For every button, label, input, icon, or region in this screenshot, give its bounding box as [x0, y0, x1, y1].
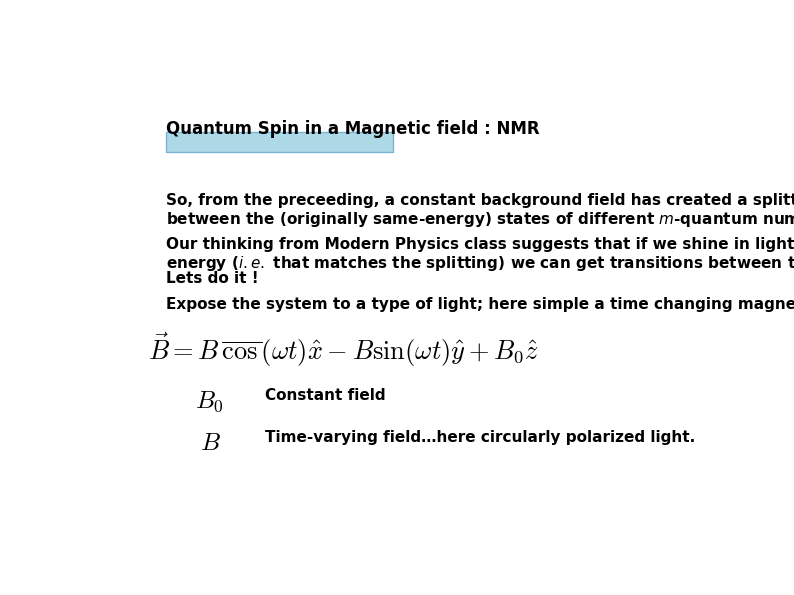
- Text: Constant field: Constant field: [265, 389, 386, 403]
- Text: $\vec{B} = B\,\overline{\cos}(\omega t)\hat{x} - B\sin(\omega t)\hat{y} + B_0\ha: $\vec{B} = B\,\overline{\cos}(\omega t)\…: [148, 330, 539, 368]
- Text: Lets do it !: Lets do it !: [166, 271, 258, 286]
- Text: So, from the preceeding, a constant background field has created a splitting: So, from the preceeding, a constant back…: [166, 193, 794, 208]
- Text: between the (originally same-energy) states of different $m$-quantum numbers: between the (originally same-energy) sta…: [166, 210, 794, 228]
- Text: Time-varying field…here circularly polarized light.: Time-varying field…here circularly polar…: [265, 430, 696, 444]
- FancyBboxPatch shape: [166, 132, 393, 152]
- Text: $B_0$: $B_0$: [195, 390, 224, 414]
- Text: Expose the system to a type of light; here simple a time changing magnetic field: Expose the system to a type of light; he…: [166, 297, 794, 312]
- Text: $B$: $B$: [199, 431, 221, 455]
- Text: Our thinking from Modern Physics class suggests that if we shine in light of the: Our thinking from Modern Physics class s…: [166, 237, 794, 252]
- Text: energy ($i.e.$ that matches the splitting) we can get transitions between these : energy ($i.e.$ that matches the splittin…: [166, 254, 794, 273]
- Text: Quantum Spin in a Magnetic field : NMR: Quantum Spin in a Magnetic field : NMR: [166, 120, 539, 137]
